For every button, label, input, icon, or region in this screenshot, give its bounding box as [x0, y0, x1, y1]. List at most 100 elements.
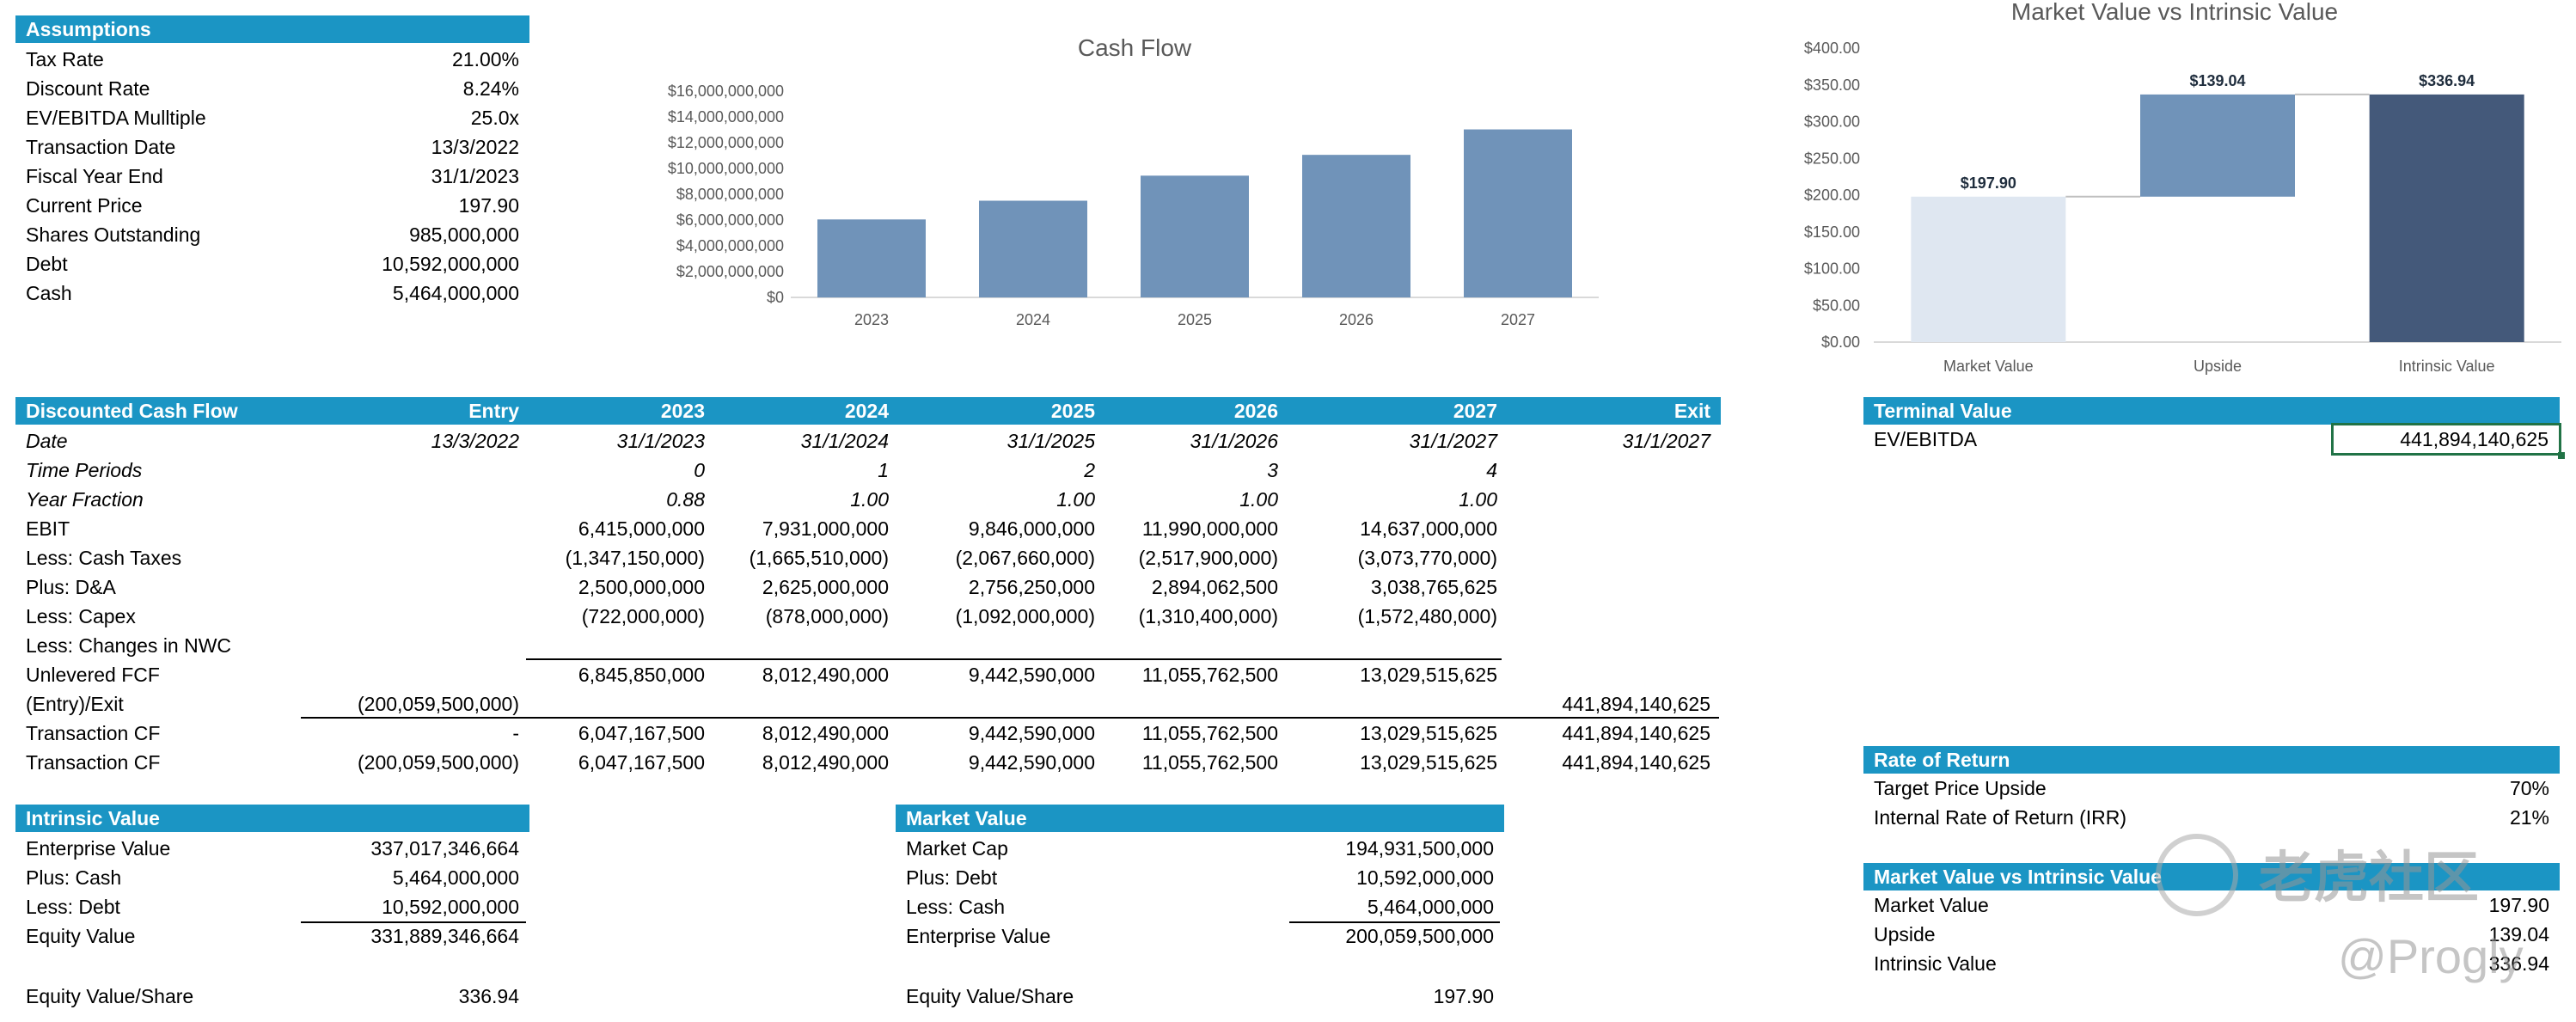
assumption-row[interactable]: Tax Rate 21.00%	[15, 45, 529, 74]
dcf-row[interactable]: Plus: D&A 2,500,000,000 2,625,000,000 2,756…	[15, 572, 1721, 602]
dcf-cell[interactable]: (1,572,480,000)	[1357, 605, 1497, 627]
dcf-row[interactable]: Less: Changes in NWC	[15, 631, 1721, 660]
dcf-cell[interactable]: (200,059,500,000)	[358, 751, 519, 774]
rate-of-return-row[interactable]: Target Price Upside 70%	[1863, 774, 2560, 803]
dcf-cell[interactable]: 441,894,140,625	[1562, 751, 1710, 774]
dcf-cell[interactable]: 2,894,062,500	[1151, 576, 1278, 598]
cf-bar[interactable]	[979, 200, 1087, 298]
dcf-cell[interactable]: 7,931,000,000	[762, 517, 889, 540]
dcf-cell[interactable]: 6,047,167,500	[578, 722, 705, 744]
dcf-cell[interactable]: 1	[878, 459, 889, 481]
dcf-cell[interactable]: 441,894,140,625	[1562, 693, 1710, 715]
intrinsic-value-row[interactable]: Enterprise Value 337,017,346,664	[15, 834, 529, 863]
dcf-cell[interactable]: 11,990,000,000	[1141, 517, 1278, 540]
dcf-row[interactable]: Time Periods 0 1 2 3 4	[15, 456, 1721, 485]
market-value-header[interactable]: Market Value	[896, 805, 1504, 832]
market-value-row[interactable]: Enterprise Value 200,059,500,000	[896, 921, 1504, 951]
dcf-cell[interactable]: 31/1/2027	[1622, 430, 1710, 452]
dcf-cell[interactable]: 2,500,000,000	[578, 576, 705, 598]
dcf-cell[interactable]: 1.00	[1459, 488, 1497, 511]
cf-bar[interactable]	[817, 219, 926, 297]
dcf-header[interactable]: Discounted Cash Flow	[15, 397, 1721, 425]
intrinsic-value-row[interactable]: Less: Debt 10,592,000,000	[15, 892, 529, 921]
dcf-cell[interactable]: 2,625,000,000	[762, 576, 889, 598]
mv-bar[interactable]	[2369, 94, 2524, 343]
rate-of-return-row[interactable]: Internal Rate of Return (IRR) 21%	[1863, 803, 2560, 832]
dcf-cell[interactable]: 0.88	[666, 488, 705, 511]
dcf-cell[interactable]: 1.00	[850, 488, 889, 511]
dcf-cell[interactable]: 441,894,140,625	[1562, 722, 1710, 744]
dcf-cell[interactable]: 13,029,515,625	[1360, 722, 1497, 744]
dcf-cell[interactable]: (1,665,510,000)	[749, 547, 889, 569]
intrinsic-value-header[interactable]: Intrinsic Value	[15, 805, 529, 832]
market-per-share-row[interactable]: Equity Value/Share 197.90	[896, 982, 1504, 1011]
dcf-row[interactable]: Year Fraction 0.88 1.00 1.00 1.00 1.00	[15, 485, 1721, 514]
cf-bar[interactable]	[1141, 175, 1249, 297]
dcf-cell[interactable]: (3,073,770,000)	[1357, 547, 1497, 569]
intrinsic-value-row[interactable]: Equity Value 331,889,346,664	[15, 921, 529, 951]
intrinsic-value-row[interactable]: Plus: Cash 5,464,000,000	[15, 863, 529, 892]
dcf-cell[interactable]: 8,012,490,000	[762, 751, 889, 774]
dcf-cell[interactable]: 13,029,515,625	[1360, 751, 1497, 774]
mv-bar[interactable]	[2140, 94, 2295, 197]
dcf-cell[interactable]: -	[512, 722, 519, 744]
dcf-row[interactable]: (Entry)/Exit (200,059,500,000) 441,894,140…	[15, 689, 1721, 719]
dcf-column-header[interactable]: 2024	[844, 400, 889, 422]
dcf-cell[interactable]: 8,012,490,000	[762, 722, 889, 744]
dcf-cell[interactable]: 9,442,590,000	[968, 722, 1095, 744]
dcf-cell[interactable]: 14,637,000,000	[1360, 517, 1497, 540]
dcf-cell[interactable]: 3	[1267, 459, 1278, 481]
dcf-cell[interactable]: 6,415,000,000	[578, 517, 705, 540]
terminal-value-row[interactable]: EV/EBITDA	[1863, 425, 2560, 454]
mv-bar[interactable]	[1911, 196, 2066, 342]
assumption-row[interactable]: Current Price 197.90	[15, 191, 529, 220]
dcf-cell[interactable]: 1.00	[1239, 488, 1278, 511]
dcf-cell[interactable]: 31/1/2025	[1007, 430, 1095, 452]
assumption-row[interactable]: Transaction Date 13/3/2022	[15, 132, 529, 162]
dcf-cell[interactable]: (1,347,150,000)	[565, 547, 705, 569]
dcf-cell[interactable]: 4	[1486, 459, 1497, 481]
dcf-row[interactable]: Less: Capex (722,000,000) (878,000,000) (1,…	[15, 602, 1721, 631]
fill-handle[interactable]	[2558, 452, 2565, 459]
dcf-cell[interactable]: 8,012,490,000	[762, 664, 889, 686]
dcf-cell[interactable]: (200,059,500,000)	[358, 693, 519, 715]
mv-vs-iv-row[interactable]: Intrinsic Value 336.94	[1863, 949, 2560, 978]
market-vs-intrinsic-chart[interactable]: $0.00 $50.00 $100.00 $150.00 $200.00 $250.00 $…	[1771, 31, 2570, 383]
dcf-row[interactable]: Unlevered FCF 6,845,850,000 8,012,490,000 9…	[15, 660, 1721, 689]
dcf-row[interactable]: EBIT 6,415,000,000 7,931,000,000 9,846,000,…	[15, 514, 1721, 543]
dcf-cell[interactable]: 9,442,590,000	[968, 751, 1095, 774]
dcf-cell[interactable]: 11,055,762,500	[1141, 664, 1278, 686]
dcf-cell[interactable]: 3,038,765,625	[1370, 576, 1497, 598]
selected-cell[interactable]: 441,894,140,625	[2331, 423, 2561, 456]
dcf-column-header[interactable]: 2026	[1233, 400, 1278, 422]
dcf-column-header[interactable]: 2023	[660, 400, 705, 422]
dcf-cell[interactable]: 11,055,762,500	[1141, 751, 1278, 774]
market-value-row[interactable]: Less: Cash 5,464,000,000	[896, 892, 1504, 921]
assumption-row[interactable]: Shares Outstanding 985,000,000	[15, 220, 529, 249]
dcf-row[interactable]: Less: Cash Taxes (1,347,150,000) (1,665,51…	[15, 543, 1721, 572]
dcf-cell[interactable]: 1.00	[1056, 488, 1095, 511]
dcf-column-header[interactable]: 2027	[1453, 400, 1497, 422]
assumptions-header[interactable]: Assumptions	[15, 15, 529, 43]
dcf-cell[interactable]: 31/1/2024	[800, 430, 889, 452]
dcf-cell[interactable]: 31/1/2023	[616, 430, 705, 452]
intrinsic-per-share-row[interactable]: Equity Value/Share 336.94	[15, 982, 529, 1011]
cf-bar[interactable]	[1302, 155, 1410, 297]
assumption-row[interactable]: Discount Rate 8.24%	[15, 74, 529, 103]
market-value-row[interactable]: Market Cap 194,931,500,000	[896, 834, 1504, 863]
dcf-row[interactable]: Transaction CF (200,059,500,000) 6,047,167…	[15, 748, 1721, 777]
terminal-value-header[interactable]: Terminal Value	[1863, 397, 2560, 425]
dcf-cell[interactable]: 11,055,762,500	[1141, 722, 1278, 744]
mv-vs-iv-row[interactable]: Upside 139.04	[1863, 920, 2560, 949]
rate-of-return-header[interactable]: Rate of Return	[1863, 746, 2560, 774]
assumption-row[interactable]: EV/EBITDA Mulltiple 25.0x	[15, 103, 529, 132]
dcf-cell[interactable]: 9,442,590,000	[968, 664, 1095, 686]
dcf-cell[interactable]: 2	[1084, 459, 1095, 481]
mv-vs-iv-row[interactable]: Market Value 197.90	[1863, 890, 2560, 920]
market-value-row[interactable]: Plus: Debt 10,592,000,000	[896, 863, 1504, 892]
dcf-cell[interactable]: 0	[694, 459, 705, 481]
assumption-row[interactable]: Debt 10,592,000,000	[15, 249, 529, 278]
dcf-cell[interactable]: 9,846,000,000	[968, 517, 1095, 540]
dcf-column-header[interactable]: Entry	[468, 400, 519, 422]
dcf-cell[interactable]: 31/1/2026	[1190, 430, 1278, 452]
